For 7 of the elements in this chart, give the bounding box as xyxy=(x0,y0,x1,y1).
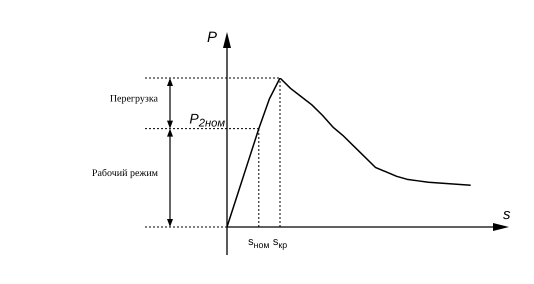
text: Рабочий режим xyxy=(92,168,159,179)
x-tick-label: s$_{кр}$ xyxy=(272,236,288,250)
ref-line-label: P$_{2ном}$ xyxy=(189,110,226,130)
y-axis-title: P xyxy=(206,29,217,46)
x-axis-title: s xyxy=(503,206,511,223)
text: Перегрузка xyxy=(110,93,159,104)
x-tick-label: s$_{ном}$ xyxy=(248,236,270,250)
